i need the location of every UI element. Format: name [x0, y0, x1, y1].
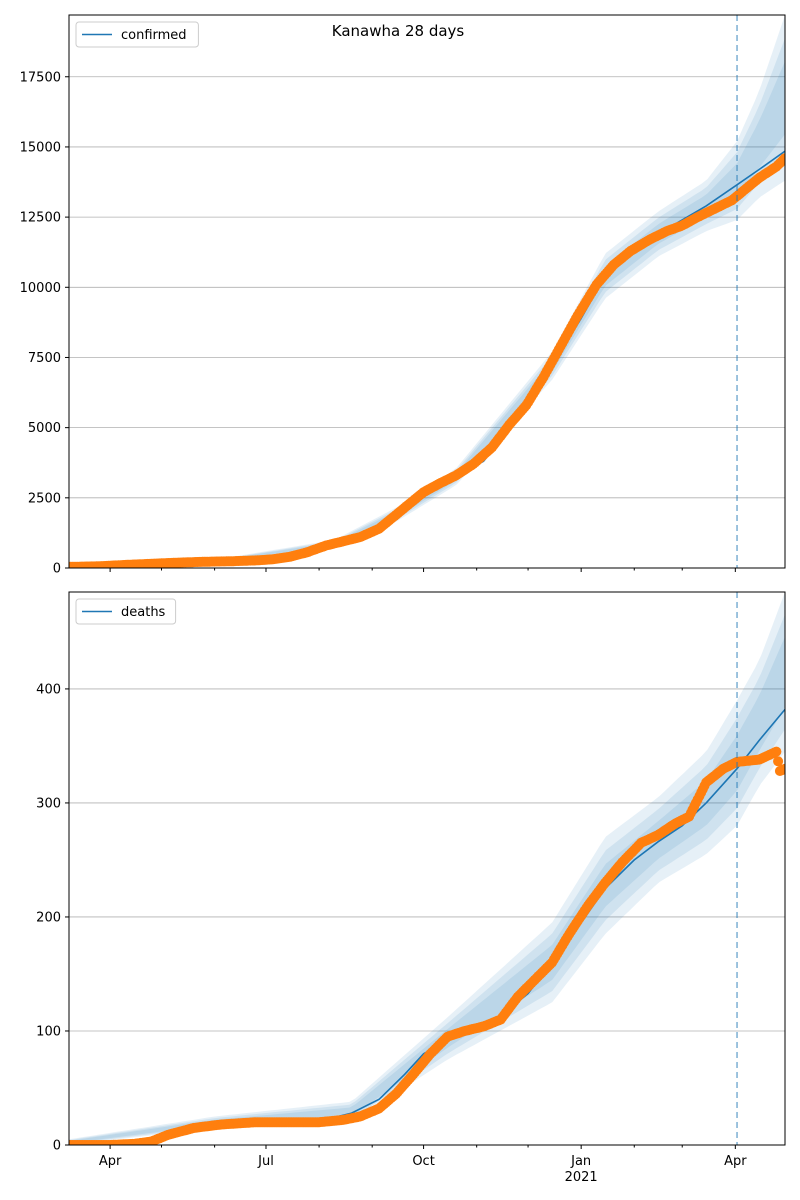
y-tick-label: 100	[36, 1024, 61, 1039]
y-tick-label: 0	[53, 562, 61, 577]
data-point	[771, 746, 782, 757]
plot-area	[69, 592, 785, 1145]
legend-label: confirmed	[121, 28, 187, 43]
y-tick-label: 400	[36, 682, 61, 697]
y-tick-label: 7500	[28, 351, 61, 366]
data-point	[773, 756, 784, 767]
uncertainty-band	[69, 592, 785, 1145]
legend-box	[75, 21, 199, 48]
y-tick-label: 2500	[28, 491, 61, 506]
uncertainty-band	[69, 15, 785, 568]
legend-label: deaths	[121, 605, 166, 620]
y-tick-label: 5000	[28, 421, 61, 436]
confirmed-panel: 0 2500 5000 7500 10000 12500 15000 17500 confirm…	[20, 14, 786, 577]
axes-frame	[68, 14, 786, 569]
data-point	[780, 763, 785, 774]
y-tick-label: 10000	[20, 281, 61, 296]
x-year-label: 2021	[565, 1170, 598, 1185]
x-tick-label: Jan	[570, 1154, 591, 1169]
y-tick-label: 0	[53, 1139, 61, 1154]
uncertainty-band	[69, 614, 785, 1145]
y-tick-label: 15000	[20, 140, 61, 155]
x-tick-label: Jul	[257, 1154, 274, 1169]
y-tick-label: 300	[36, 796, 61, 811]
axes-frame	[68, 591, 786, 1146]
chart-title: Kanawha 28 days	[332, 22, 465, 40]
x-tick-label: Apr	[724, 1154, 747, 1169]
x-tick-label: Oct	[412, 1154, 434, 1169]
data-point	[780, 153, 785, 164]
legend-box	[75, 598, 177, 625]
series-line-deaths	[69, 708, 785, 1145]
y-tick-label: 17500	[20, 70, 61, 85]
x-tick-label: Apr	[99, 1154, 122, 1169]
y-tick-label: 200	[36, 910, 61, 925]
y-tick-label: 12500	[20, 211, 61, 226]
plot-area	[69, 15, 785, 568]
